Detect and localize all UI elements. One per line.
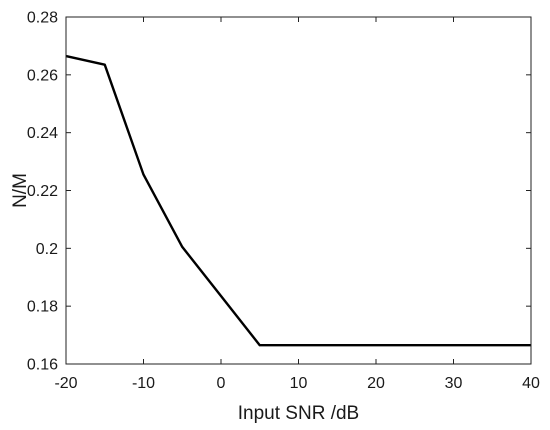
x-tick-label: -20 [54, 375, 77, 392]
y-tick-label: 0.26 [27, 67, 58, 84]
y-axis-label: N/M [10, 173, 31, 208]
series-line [65, 54, 531, 347]
y-tick-label: 0.16 [27, 357, 58, 374]
x-tick-label: 20 [367, 375, 385, 392]
y-tick-label: 0.22 [27, 183, 58, 200]
y-tick-label: 0.24 [27, 125, 58, 142]
plot-area-frame [65, 16, 532, 365]
y-axis-ticks: 0.16 0.18 0.2 0.22 0.24 0.26 0.28 [27, 10, 531, 374]
x-axis-ticks: -20 -10 0 10 20 30 40 [54, 17, 540, 392]
x-tick-label: 10 [290, 375, 308, 392]
x-tick-label: 40 [522, 375, 540, 392]
x-tick-label: 0 [217, 375, 226, 392]
y-tick-label: 0.28 [27, 10, 58, 27]
y-tick-label: 0.18 [27, 299, 58, 316]
x-axis-label: Input SNR /dB [238, 403, 359, 424]
series-layer [65, 54, 531, 347]
y-tick-label: 0.2 [36, 241, 58, 258]
x-tick-label: 30 [445, 375, 463, 392]
x-tick-label: -10 [132, 375, 155, 392]
